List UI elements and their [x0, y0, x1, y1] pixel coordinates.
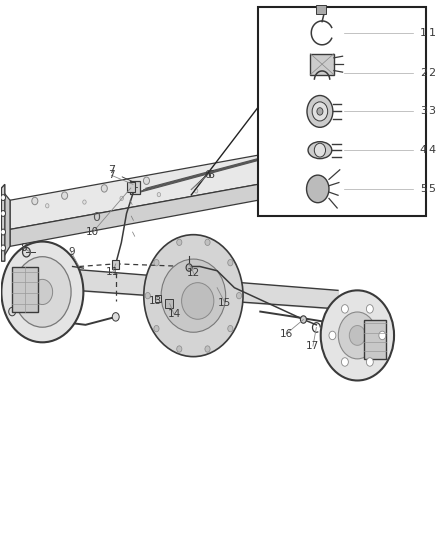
Circle shape	[1, 245, 6, 251]
Text: 12: 12	[187, 269, 201, 278]
Circle shape	[112, 313, 119, 321]
Polygon shape	[1, 184, 5, 261]
Circle shape	[342, 358, 348, 366]
Circle shape	[367, 358, 373, 366]
Circle shape	[46, 204, 49, 208]
Circle shape	[205, 346, 210, 352]
Bar	[166, 300, 173, 308]
Circle shape	[342, 305, 348, 313]
Circle shape	[228, 260, 233, 266]
Circle shape	[329, 331, 336, 340]
Text: 15: 15	[218, 297, 232, 308]
Text: 4: 4	[428, 145, 436, 155]
Text: 17: 17	[306, 341, 320, 351]
Circle shape	[338, 312, 376, 359]
Circle shape	[1, 229, 6, 235]
Circle shape	[144, 177, 149, 184]
Text: 5: 5	[428, 184, 435, 194]
Bar	[155, 295, 161, 302]
Text: 4: 4	[420, 145, 427, 155]
Text: 5: 5	[420, 184, 427, 194]
Circle shape	[300, 316, 307, 323]
Circle shape	[83, 200, 86, 204]
Text: 7: 7	[108, 165, 115, 175]
Circle shape	[32, 197, 38, 205]
Circle shape	[62, 192, 67, 199]
Text: 9: 9	[68, 247, 74, 257]
Circle shape	[157, 192, 161, 197]
Circle shape	[9, 308, 16, 316]
Text: 0: 0	[92, 211, 100, 224]
Circle shape	[32, 279, 53, 304]
Text: 16: 16	[279, 329, 293, 339]
Circle shape	[177, 239, 182, 246]
Bar	[130, 181, 140, 195]
Text: 2: 2	[420, 68, 427, 78]
Circle shape	[367, 305, 373, 313]
Circle shape	[307, 95, 333, 127]
Circle shape	[186, 264, 192, 271]
Bar	[364, 319, 386, 359]
Text: 13: 13	[149, 296, 162, 306]
Text: 10: 10	[86, 227, 99, 237]
Circle shape	[307, 175, 329, 203]
Text: 8: 8	[21, 243, 27, 253]
Bar	[112, 260, 119, 269]
Circle shape	[1, 241, 83, 342]
Circle shape	[177, 346, 182, 352]
Circle shape	[237, 293, 242, 299]
Circle shape	[194, 189, 198, 193]
Bar	[258, 7, 427, 216]
Text: 6: 6	[208, 171, 215, 180]
Bar	[316, 5, 325, 14]
Circle shape	[145, 293, 150, 299]
Ellipse shape	[182, 282, 214, 319]
Text: 14: 14	[167, 309, 180, 319]
Bar	[12, 266, 38, 312]
Circle shape	[22, 247, 30, 257]
Circle shape	[228, 326, 233, 332]
Polygon shape	[4, 192, 10, 257]
Polygon shape	[10, 155, 258, 229]
Ellipse shape	[161, 259, 226, 332]
Ellipse shape	[308, 142, 332, 159]
Circle shape	[312, 102, 328, 121]
Text: 2: 2	[428, 68, 436, 78]
Circle shape	[1, 195, 6, 200]
Polygon shape	[10, 184, 258, 246]
Circle shape	[154, 260, 159, 266]
Circle shape	[1, 211, 6, 216]
Circle shape	[120, 196, 124, 200]
Text: 7: 7	[108, 171, 115, 180]
Circle shape	[349, 326, 365, 345]
Circle shape	[154, 326, 159, 332]
Text: 1: 1	[420, 28, 427, 38]
Text: 11: 11	[106, 268, 119, 277]
Circle shape	[14, 257, 71, 327]
Circle shape	[317, 108, 323, 115]
Bar	[310, 54, 334, 75]
Text: 3: 3	[420, 107, 427, 116]
Circle shape	[379, 331, 386, 340]
Circle shape	[205, 239, 210, 246]
Circle shape	[314, 143, 325, 157]
Text: 1: 1	[428, 28, 435, 38]
Text: 6: 6	[205, 171, 211, 180]
Circle shape	[321, 290, 394, 381]
Circle shape	[101, 185, 107, 192]
Text: 3: 3	[428, 107, 435, 116]
Bar	[127, 182, 135, 192]
Ellipse shape	[144, 235, 243, 357]
